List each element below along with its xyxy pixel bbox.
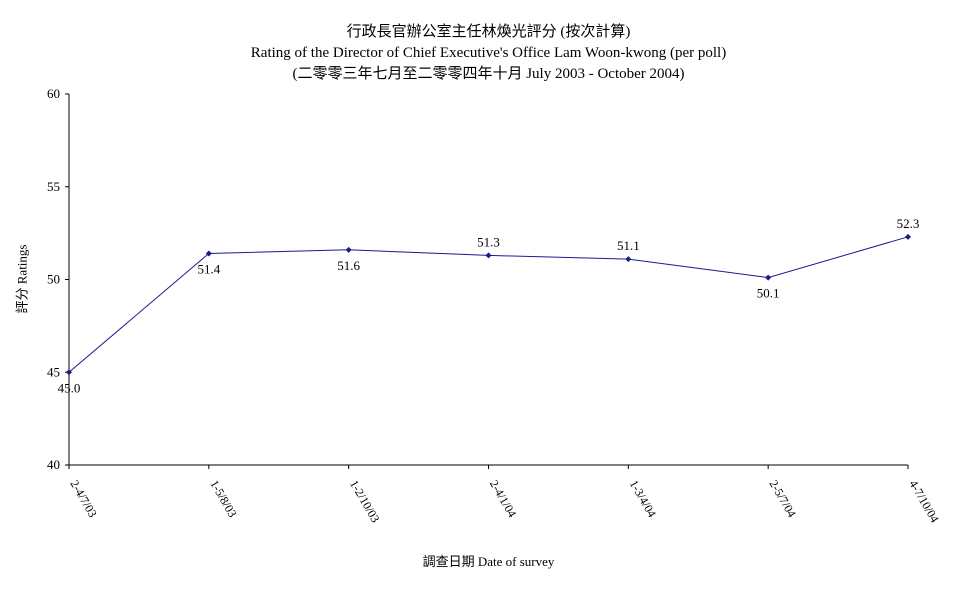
- chart-subtitle-period: (二零零三年七月至二零零四年十月 July 2003 - October 200…: [292, 66, 685, 82]
- data-label: 45.0: [58, 380, 81, 395]
- data-point: [625, 256, 632, 263]
- data-label: 51.1: [617, 238, 640, 253]
- data-point: [905, 233, 911, 240]
- data-point: [485, 252, 492, 259]
- chart-title: 行政長官辦公室主任林煥光評分 (按次計算): [346, 24, 631, 40]
- y-axis-label: 評分 Ratings: [14, 244, 30, 314]
- x-tick-label: 2-5/7/04: [767, 478, 799, 520]
- data-label: 50.1: [757, 286, 780, 301]
- y-tick-label: 60: [47, 86, 60, 101]
- data-label: 52.3: [897, 216, 920, 231]
- data-point: [205, 250, 212, 257]
- x-tick-label: 4-7/10/04: [906, 478, 941, 525]
- x-tick-label: 2-4/7/03: [67, 478, 99, 520]
- chart-subtitle: Rating of the Director of Chief Executiv…: [250, 45, 727, 61]
- data-label: 51.4: [197, 262, 220, 277]
- y-tick-label: 45: [47, 364, 60, 379]
- y-tick-label: 40: [47, 457, 60, 472]
- data-label: 51.3: [477, 234, 500, 249]
- chart-titles: 行政長官辦公室主任林煥光評分 (按次計算) Rating of the Dire…: [0, 22, 977, 85]
- y-tick-label: 50: [47, 272, 60, 287]
- data-point: [66, 369, 72, 376]
- data-point: [765, 274, 772, 281]
- x-tick-label: 1-2/10/03: [347, 478, 382, 525]
- x-tick-label: 1-3/4/04: [627, 478, 659, 520]
- x-tick-label: 1-5/8/03: [207, 478, 239, 520]
- y-tick-label: 55: [47, 179, 60, 194]
- x-axis-label: 調查日期 Date of survey: [422, 554, 555, 569]
- data-label: 51.6: [337, 258, 360, 273]
- x-tick-label: 2-4/1/04: [487, 478, 519, 520]
- data-point: [345, 246, 352, 253]
